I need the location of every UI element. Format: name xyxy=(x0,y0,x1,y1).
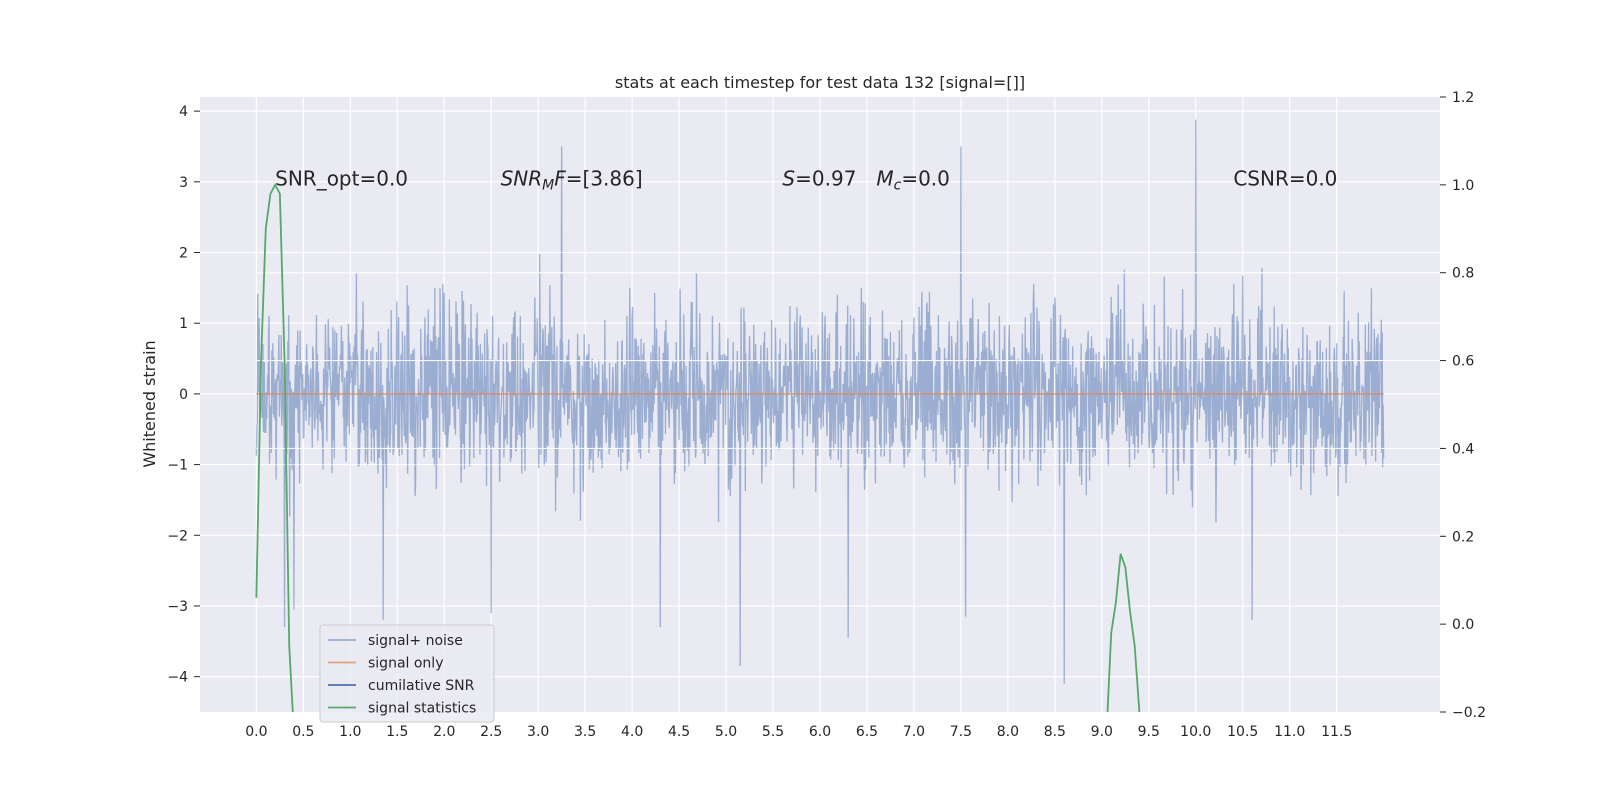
x-tick-label: 8.0 xyxy=(997,724,1019,740)
y-tick-label: −3 xyxy=(167,599,188,615)
annotation-snr_mf: SNRMF=[3.86] xyxy=(501,166,643,193)
y-tick-label: 3 xyxy=(179,175,188,191)
y2-tick-label: 1.0 xyxy=(1452,178,1474,194)
legend-box xyxy=(319,624,495,723)
x-tick-label: 11.5 xyxy=(1321,724,1352,740)
x-tick-label: 6.0 xyxy=(809,724,831,740)
x-tick-label: 4.0 xyxy=(621,724,643,740)
y-axis-label: Whitened strain xyxy=(140,340,159,467)
legend-entry: signal statistics xyxy=(368,701,476,717)
y-tick-label: −4 xyxy=(167,670,188,686)
y2-tick-label: 0.0 xyxy=(1452,617,1474,633)
x-tick-label: 7.0 xyxy=(903,724,925,740)
x-tick-label: 8.5 xyxy=(1044,724,1066,740)
x-tick-label: 9.0 xyxy=(1091,724,1113,740)
x-tick-label: 1.5 xyxy=(386,724,408,740)
series-signal-statistics-line xyxy=(1106,553,1141,712)
y2-tick-label: 0.2 xyxy=(1452,529,1474,545)
y2-tick-label: −0.2 xyxy=(1452,705,1486,721)
x-tick-label: 10.0 xyxy=(1180,724,1211,740)
legend: signal+ noise signal only cumilative SNR si… xyxy=(319,624,495,723)
x-tick-label: 0.0 xyxy=(245,724,267,740)
y2-tick-label: 1.2 xyxy=(1452,90,1474,106)
legend-entry: signal+ noise xyxy=(368,633,463,649)
x-tick-label: 7.5 xyxy=(950,724,972,740)
y2-tick-label: 0.4 xyxy=(1452,441,1474,457)
chart-title: stats at each timestep for test data 132… xyxy=(615,73,1025,92)
y2-tick-label: 0.6 xyxy=(1452,354,1474,370)
y-axis-ticks: 4 3 2 1 0 −1 −2 −3 −4 xyxy=(167,104,200,686)
y-tick-label: −1 xyxy=(167,458,188,474)
x-tick-label: 1.0 xyxy=(339,724,361,740)
x-tick-label: 2.0 xyxy=(433,724,455,740)
x-tick-label: 10.5 xyxy=(1227,724,1258,740)
y-tick-label: 4 xyxy=(179,104,188,120)
annotation-s_val: S=0.97 xyxy=(782,166,856,190)
x-tick-label: 5.0 xyxy=(715,724,737,740)
y2-tick-label: 0.8 xyxy=(1452,266,1474,282)
y-tick-label: 0 xyxy=(179,387,188,403)
x-tick-label: 9.5 xyxy=(1138,724,1160,740)
annotations: SNR_opt=0.0 SNRMF=[3.86] S=0.97 Mc=0.0 CSNR=… xyxy=(275,166,1337,193)
series-signal-noise-line xyxy=(255,119,1385,684)
y-tick-label: −2 xyxy=(167,528,188,544)
series-signal-statistics-line xyxy=(255,182,294,712)
x-tick-label: 0.5 xyxy=(292,724,314,740)
annotation-csnr: CSNR=0.0 xyxy=(1233,166,1337,190)
x-tick-label: 2.5 xyxy=(480,724,502,740)
x-axis-ticks: 0.0 0.5 1.0 1.5 2.0 2.5 3.0 3.5 4.0 4.5 5.0 5.5 6.0 6… xyxy=(245,724,1352,740)
signal-noise-series xyxy=(255,119,1440,684)
y-tick-label: 2 xyxy=(179,246,188,262)
x-tick-label: 4.5 xyxy=(668,724,690,740)
x-tick-label: 3.0 xyxy=(527,724,549,740)
series-layer xyxy=(255,182,1384,712)
x-tick-label: 5.5 xyxy=(762,724,784,740)
y-tick-label: 1 xyxy=(179,316,188,332)
legend-entry: signal only xyxy=(368,656,443,672)
annotation-mc_val: Mc=0.0 xyxy=(876,166,950,193)
x-tick-label: 3.5 xyxy=(574,724,596,740)
legend-entry: cumilative SNR xyxy=(368,678,475,694)
x-tick-label: 6.5 xyxy=(856,724,878,740)
x-tick-label: 11.0 xyxy=(1274,724,1305,740)
y2-axis-ticks: 1.2 1.0 0.8 0.6 0.4 0.2 0.0 −0.2 xyxy=(1440,90,1486,721)
annotation-snr_opt: SNR_opt=0.0 xyxy=(275,166,408,190)
